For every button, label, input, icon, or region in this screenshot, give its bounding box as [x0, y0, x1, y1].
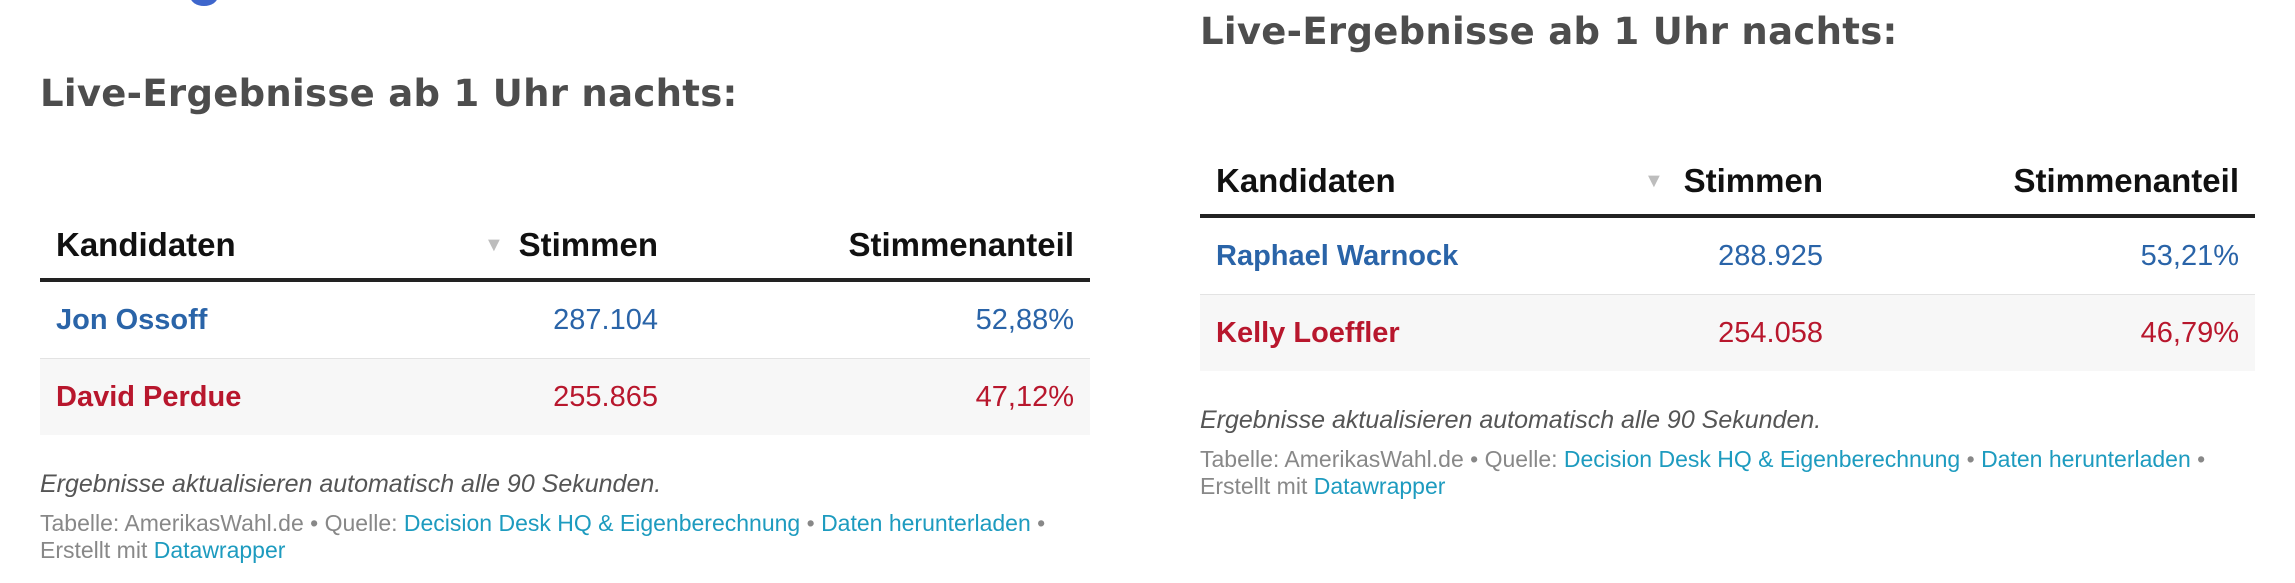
table-row: Kelly Loeffler 254.058 46,79% [1200, 295, 2255, 371]
column-header-votes[interactable]: Stimmen [1683, 162, 1823, 199]
table-row: Jon Ossoff 287.104 52,88% [40, 282, 1090, 359]
chart-footer: Tabelle: AmerikasWahl.de • Quelle: Decis… [40, 510, 1060, 564]
separator: • [1960, 446, 1982, 472]
vote-share: 47,12% [975, 381, 1074, 413]
results-table: Kandidaten ▼ Stimmen Stimmenanteil Rapha… [1200, 148, 2255, 371]
table-credit: Tabelle: AmerikasWahl.de [40, 510, 304, 536]
partial-graphic [190, 0, 218, 6]
panel-title: Live-Ergebnisse ab 1 Uhr nachts: [40, 72, 738, 115]
source-label: Quelle: [324, 510, 404, 536]
vote-share: 52,88% [975, 304, 1074, 336]
candidate-name: David Perdue [56, 381, 242, 413]
source-label: Quelle: [1484, 446, 1564, 472]
vote-share: 46,79% [2140, 317, 2239, 349]
download-data-link[interactable]: Daten herunterladen [821, 510, 1031, 536]
separator: • [2190, 446, 2206, 472]
results-panel-warnock-loeffler: Live-Ergebnisse ab 1 Uhr nachts: Kandida… [1200, 0, 2255, 583]
results-table: Kandidaten ▼ Stimmen Stimmenanteil Jon O… [40, 212, 1090, 435]
datawrapper-link[interactable]: Datawrapper [153, 537, 286, 563]
download-data-link[interactable]: Daten herunterladen [1981, 446, 2191, 472]
source-link[interactable]: Decision Desk HQ & Eigenberechnung [403, 510, 801, 536]
table-row: Raphael Warnock 288.925 53,21% [1200, 218, 2255, 295]
vote-count: 287.104 [553, 304, 658, 336]
table-credit: Tabelle: AmerikasWahl.de [1200, 446, 1464, 472]
column-header-candidates[interactable]: Kandidaten [56, 226, 236, 263]
update-note: Ergebnisse aktualisieren automatisch all… [40, 470, 662, 498]
column-header-share[interactable]: Stimmenanteil [2013, 162, 2239, 199]
candidate-name: Kelly Loeffler [1216, 317, 1400, 349]
chart-footer: Tabelle: AmerikasWahl.de • Quelle: Decis… [1200, 446, 2220, 500]
separator: • [1463, 446, 1485, 472]
source-link[interactable]: Decision Desk HQ & Eigenberechnung [1563, 446, 1961, 472]
sort-descending-icon[interactable]: ▼ [484, 234, 504, 256]
table-row: David Perdue 255.865 47,12% [40, 359, 1090, 435]
table-header: Kandidaten ▼ Stimmen Stimmenanteil [1200, 148, 2255, 218]
candidate-name: Jon Ossoff [56, 304, 208, 336]
separator: • [303, 510, 325, 536]
created-with-label: Erstellt mit [1200, 473, 1314, 499]
separator: • [800, 510, 822, 536]
candidate-name: Raphael Warnock [1216, 240, 1459, 272]
panel-title: Live-Ergebnisse ab 1 Uhr nachts: [1200, 10, 1898, 53]
vote-count: 254.058 [1718, 317, 1823, 349]
column-header-candidates[interactable]: Kandidaten [1216, 162, 1396, 199]
sort-descending-icon[interactable]: ▼ [1644, 170, 1664, 192]
table-header: Kandidaten ▼ Stimmen Stimmenanteil [40, 212, 1090, 282]
vote-count: 255.865 [553, 381, 658, 413]
vote-count: 288.925 [1718, 240, 1823, 272]
column-header-votes[interactable]: Stimmen [518, 226, 658, 263]
created-with-label: Erstellt mit [40, 537, 154, 563]
column-header-share[interactable]: Stimmenanteil [848, 226, 1074, 263]
datawrapper-link[interactable]: Datawrapper [1313, 473, 1446, 499]
results-panel-ossoff-perdue: Live-Ergebnisse ab 1 Uhr nachts: Kandida… [40, 0, 1090, 583]
vote-share: 53,21% [2140, 240, 2239, 272]
separator: • [1030, 510, 1046, 536]
update-note: Ergebnisse aktualisieren automatisch all… [1200, 406, 1822, 434]
